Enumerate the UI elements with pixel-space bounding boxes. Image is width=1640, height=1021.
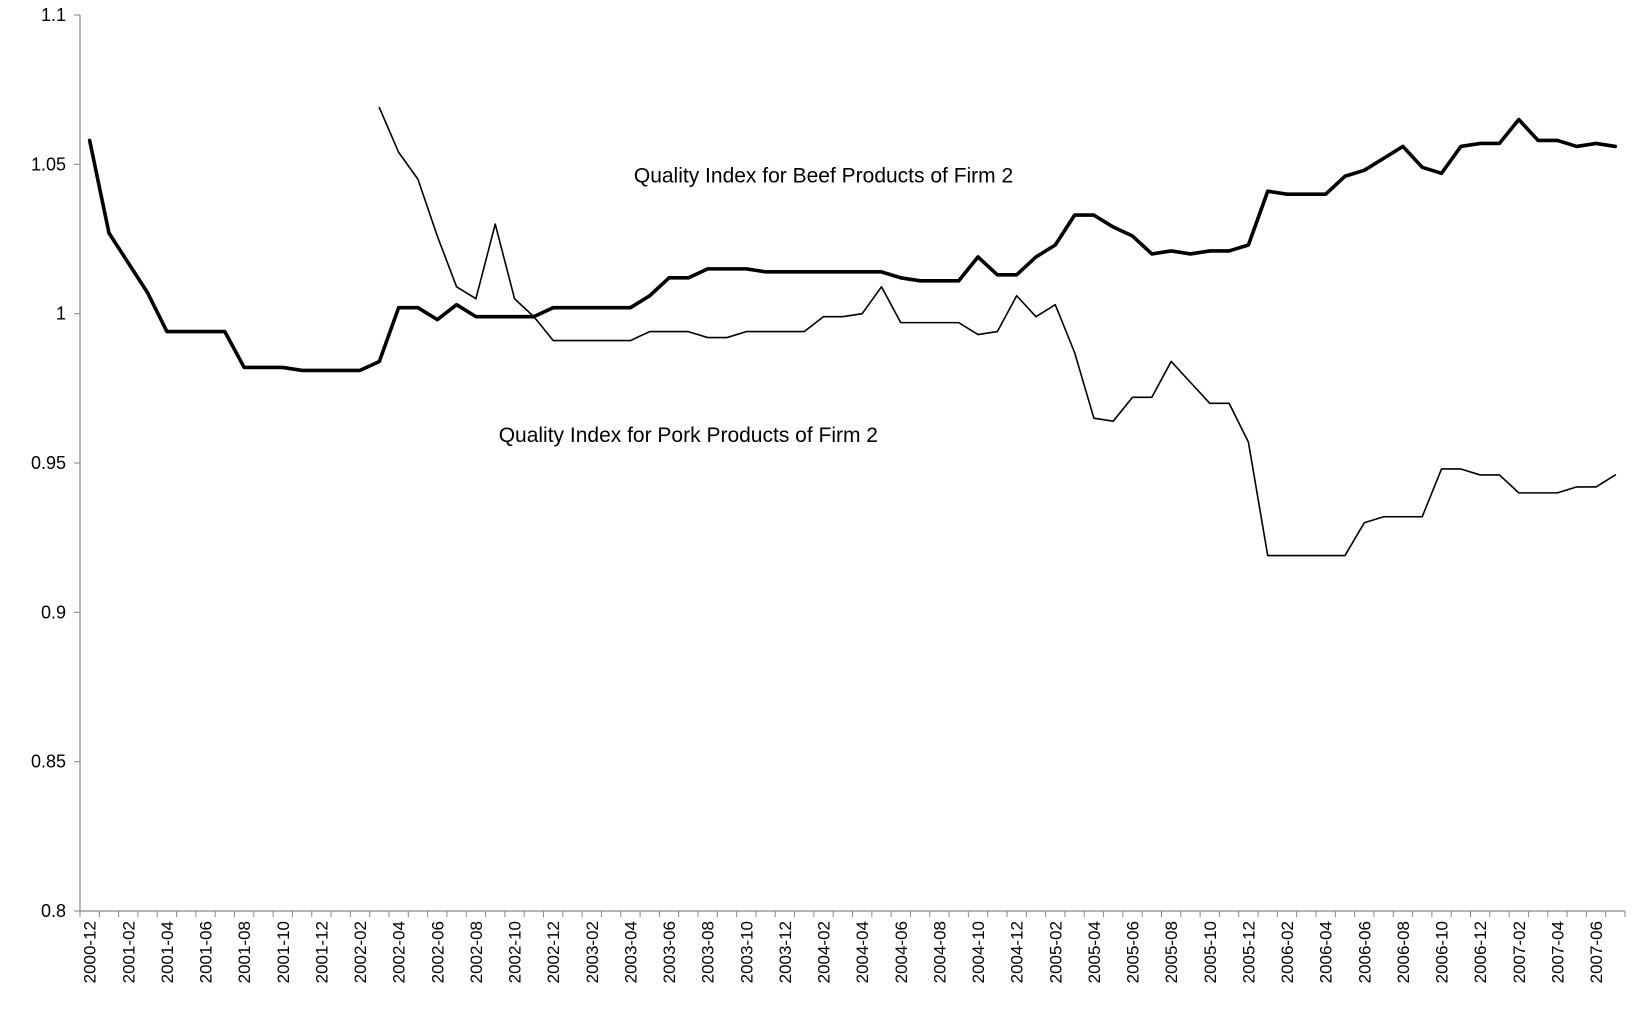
x-axis-ticks: 2000-12 2001-02 2001-04 2001-06 2001-08 2001-… [79, 911, 1626, 983]
x-tick-label: 2006-10 [1433, 921, 1452, 983]
y-tick-label: 0.9 [41, 602, 66, 622]
x-tick-label: 2005-02 [1046, 921, 1065, 983]
x-tick-label: 2007-02 [1510, 921, 1529, 983]
beef-series-line [87, 117, 1618, 373]
x-tick-label: 2006-02 [1278, 921, 1297, 983]
y-tick-label: 1 [56, 304, 66, 324]
x-tick-label: 2003-04 [621, 921, 640, 983]
y-tick-label: 0.8 [41, 901, 66, 921]
x-tick-label: 2005-06 [1124, 921, 1143, 983]
y-tick-label: 1.05 [31, 154, 66, 174]
x-tick-label: 2005-12 [1239, 921, 1258, 983]
x-tick-label: 2000-12 [81, 921, 100, 983]
x-tick-label: 2004-12 [1008, 921, 1027, 983]
y-axis-ticks: 0.8 0.85 0.9 0.95 1 1.05 1.1 [31, 5, 80, 921]
x-tick-label: 2002-02 [351, 921, 370, 983]
x-tick-label: 2003-06 [660, 921, 679, 983]
x-tick-label: 2007-06 [1587, 921, 1606, 983]
x-tick-label: 2001-02 [119, 921, 138, 983]
x-tick-label: 2003-12 [776, 921, 795, 983]
y-tick-label: 0.95 [31, 453, 66, 473]
x-tick-label: 2001-12 [312, 921, 331, 983]
x-tick-label: 2005-08 [1162, 921, 1181, 983]
x-tick-label: 2006-04 [1317, 921, 1336, 983]
x-tick-label: 2003-08 [699, 921, 718, 983]
x-tick-label: 2002-06 [428, 921, 447, 983]
x-tick-label: 2004-02 [815, 921, 834, 983]
x-tick-label: 2003-10 [737, 921, 756, 983]
x-tick-label: 2001-08 [235, 921, 254, 983]
x-tick-label: 2004-08 [930, 921, 949, 983]
beef-series-annotation: Quality Index for Beef Products of Firm … [634, 164, 1013, 187]
y-tick-label: 1.1 [41, 5, 66, 25]
x-tick-label: 2006-06 [1355, 921, 1374, 983]
x-tick-label: 2004-04 [853, 921, 872, 983]
x-tick-label: 2006-12 [1471, 921, 1490, 983]
x-tick-label: 2005-04 [1085, 921, 1104, 983]
x-tick-label: 2006-08 [1394, 921, 1413, 983]
x-tick-label: 2002-04 [390, 921, 409, 983]
y-tick-label: 0.85 [31, 752, 66, 772]
pork-series-line [378, 106, 1617, 557]
x-tick-label: 2007-04 [1548, 921, 1567, 983]
series-layer [87, 106, 1618, 557]
x-tick-label: 2002-08 [467, 921, 486, 983]
pork-series-annotation: Quality Index for Pork Products of Firm … [499, 424, 878, 447]
x-tick-label: 2002-12 [544, 921, 563, 983]
x-tick-label: 2001-06 [197, 921, 216, 983]
x-tick-label: 2003-02 [583, 921, 602, 983]
x-tick-label: 2001-04 [158, 921, 177, 983]
x-tick-label: 2001-10 [274, 921, 293, 983]
x-tick-label: 2005-10 [1201, 921, 1220, 983]
annotation-layer: Quality Index for Beef Products of Firm … [499, 164, 1014, 447]
x-tick-label: 2004-10 [969, 921, 988, 983]
x-tick-label: 2004-06 [892, 921, 911, 983]
x-tick-label: 2002-10 [506, 921, 525, 983]
